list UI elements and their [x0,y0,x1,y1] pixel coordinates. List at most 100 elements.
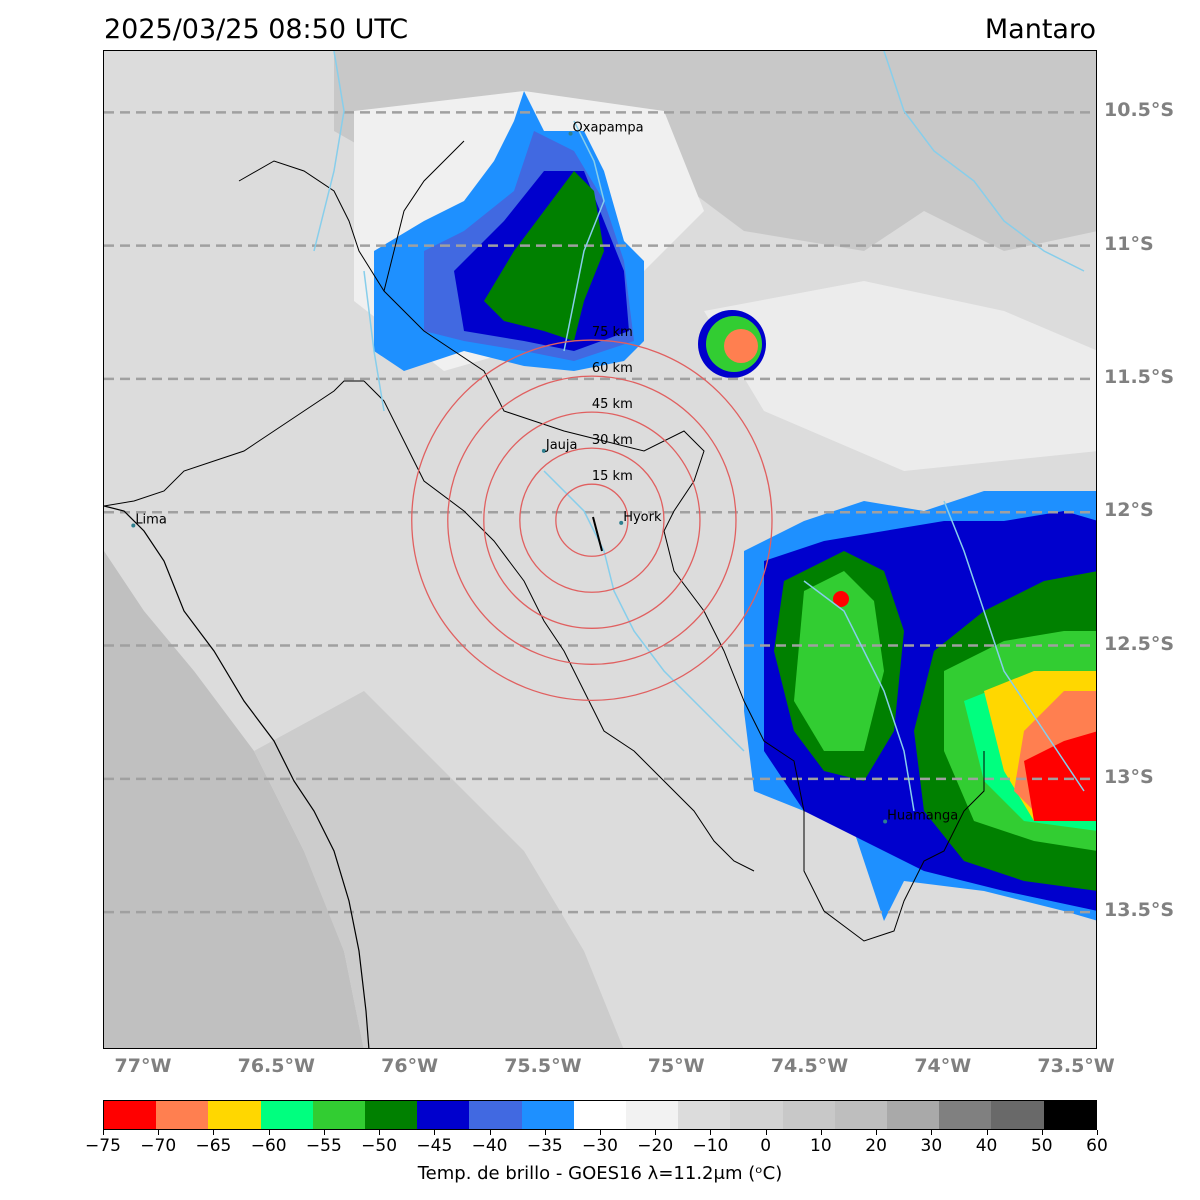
colorbar-tick [323,1130,325,1135]
lat-label: 10.5°S [1104,99,1175,122]
lat-label: 12°S [1104,499,1154,522]
river-northeast [883,51,1085,272]
colorbar-swatch [156,1101,209,1129]
colorbar-tick [1041,1130,1043,1135]
range-ring-label: 45 km [592,397,633,412]
river-northwest [313,51,345,252]
colorbar-tick-label: −75 [85,1136,121,1156]
timestamp-title: 2025/03/25 08:50 UTC [104,14,409,45]
colorbar-swatch [991,1101,1044,1129]
colorbar-tick-label: 60 [1086,1136,1108,1156]
colorbar-tick-label: 40 [975,1136,998,1156]
lon-label: 74°W [914,1055,972,1077]
colorbar-tick-label: −50 [361,1136,398,1156]
latitude-gridlines [104,111,1096,914]
colorbar-title: Temp. de brillo - GOES16 λ=11.2μm (ᵒC) [417,1163,783,1184]
coastline [104,505,370,1048]
colorbar-tick-label: 30 [920,1136,943,1156]
city-label: Hyork [623,510,662,525]
mantaro-basin-border [238,160,985,942]
lon-label: 73.5°W [1037,1055,1115,1077]
range-rings: 15 km 30 km 45 km 60 km 75 km [411,325,773,702]
lat-label: 13°S [1104,765,1154,788]
colorbar-swatch [834,1101,888,1129]
range-ring [411,339,773,702]
colorbar-swatch [730,1101,783,1129]
colorbar-tick [655,1130,657,1135]
river-mantaro [543,470,745,752]
satellite-map: 15 km 30 km 45 km 60 km 75 km Oxapampa Jauja H… [104,51,1096,1048]
city-dot [568,131,573,136]
city-label: Lima [135,513,166,528]
colorbar-swatch [782,1101,835,1129]
colorbar-swatch [365,1101,418,1129]
colorbar-swatch [626,1101,679,1129]
lon-label: 76.5°W [237,1055,315,1077]
colorbar-tick [379,1130,381,1135]
city-label: Oxapampa [573,121,644,136]
colorbar-tick [544,1130,546,1135]
river-oxapampa [563,120,605,352]
colorbar-tick-label: 50 [1030,1136,1053,1156]
colorbar-tick-label: −65 [195,1136,232,1156]
colorbar-tick-label: −55 [305,1136,342,1156]
colorbar-tick-label: −35 [526,1136,563,1156]
range-ring [483,411,701,629]
lon-label: 76°W [381,1055,439,1077]
range-ring [519,447,665,593]
lon-label: 75.5°W [504,1055,582,1077]
colorbar-tick [986,1130,988,1135]
colorbar-tick [434,1130,436,1135]
city-dot [541,448,546,453]
colorbar-tick-label: 10 [810,1136,832,1156]
colorbar-swatch [678,1101,731,1129]
colorbar-tick [931,1130,933,1135]
colorbar-tick [103,1130,104,1135]
cloud-east-lime-west [794,571,884,751]
colorbar-swatch [939,1101,992,1129]
region-border-pasco [383,140,465,292]
colorbar-tick [213,1130,215,1135]
lat-label: 13.5°S [1104,899,1175,922]
colorbar-swatch [104,1101,157,1129]
colorbar-tick [158,1130,160,1135]
range-ring-label: 60 km [592,361,633,376]
colorbar-tick [1097,1130,1098,1135]
river-ene [943,500,1085,792]
region-border-lima [104,380,364,507]
colorbar-swatch [208,1101,261,1129]
colorbar-tick [820,1130,822,1135]
colorbar-tick-label: −30 [582,1136,618,1156]
colorbar-tick-label: −40 [471,1136,508,1156]
colorbar-tick [489,1130,491,1135]
lat-label: 11°S [1104,232,1154,255]
region-border-junin [363,380,755,872]
colorbar-tick [268,1130,270,1135]
city-label: Huamanga [887,808,958,823]
colorbar-swatch [260,1101,313,1129]
range-ring [555,483,629,557]
cell-small-core [724,329,758,363]
colorbar-swatch [417,1101,470,1129]
ocean [104,551,364,1048]
lon-label: 74.5°W [770,1055,849,1077]
city-dot [619,520,624,525]
range-ring [447,375,737,665]
colorbar-tick-label: −20 [637,1136,674,1156]
colorbar-tick [765,1130,767,1135]
city-dot [883,819,888,824]
colorbar-tick [600,1130,601,1135]
colorbar-tick-label: −70 [140,1136,177,1156]
lon-label: 77°W [114,1055,172,1077]
lat-label: 11.5°S [1104,365,1175,388]
colorbar-tick [876,1130,878,1135]
map-panel: 15 km 30 km 45 km 60 km 75 km Oxapampa Jauja H… [103,50,1097,1049]
colorbar-swatch [1043,1101,1096,1129]
colorbar-swatch [521,1101,574,1129]
cloud-east-red [1024,731,1096,821]
cell-east-hotspot [833,591,849,607]
range-ring-label: 15 km [592,469,633,484]
colorbar-tick-label: −10 [692,1136,729,1156]
terrain-bright-east [704,281,1096,471]
range-ring-label: 30 km [592,433,633,448]
